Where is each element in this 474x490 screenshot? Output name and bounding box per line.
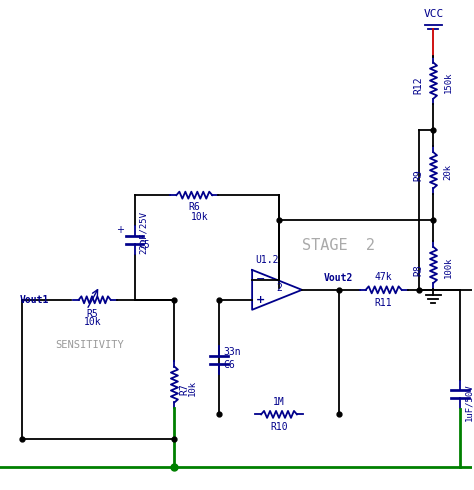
Text: 22uF/25V: 22uF/25V: [138, 211, 147, 253]
Text: 47k: 47k: [375, 272, 392, 282]
Text: STAGE  2: STAGE 2: [302, 238, 375, 252]
Text: R5: R5: [87, 309, 99, 319]
Text: Vout2: Vout2: [324, 273, 354, 283]
Text: Vout1: Vout1: [20, 295, 49, 305]
Text: +: +: [255, 295, 264, 305]
Text: R9: R9: [413, 170, 423, 181]
Text: 10k: 10k: [84, 317, 101, 327]
Text: U1.2: U1.2: [255, 255, 279, 265]
Text: 2: 2: [277, 283, 283, 293]
Text: 10k: 10k: [188, 379, 197, 395]
Text: VCC: VCC: [423, 9, 444, 19]
Text: C5: C5: [138, 240, 150, 250]
Text: R11: R11: [375, 298, 392, 308]
Text: 100k: 100k: [444, 256, 453, 278]
Text: R10: R10: [270, 422, 288, 432]
Text: +: +: [116, 225, 124, 235]
Text: 33n: 33n: [223, 346, 241, 357]
Text: 1M: 1M: [273, 397, 285, 408]
Text: R12: R12: [413, 77, 423, 95]
Text: R7: R7: [179, 384, 190, 395]
Text: R6: R6: [189, 202, 200, 212]
Text: 150k: 150k: [444, 72, 453, 93]
Text: 1uF/50V: 1uF/50V: [465, 384, 474, 421]
Text: 10k: 10k: [191, 212, 208, 222]
Text: R8: R8: [413, 264, 423, 276]
Text: C6: C6: [223, 360, 235, 369]
Text: −: −: [255, 274, 265, 284]
Text: 20k: 20k: [444, 164, 453, 180]
Text: SENSITIVITY: SENSITIVITY: [55, 340, 124, 350]
